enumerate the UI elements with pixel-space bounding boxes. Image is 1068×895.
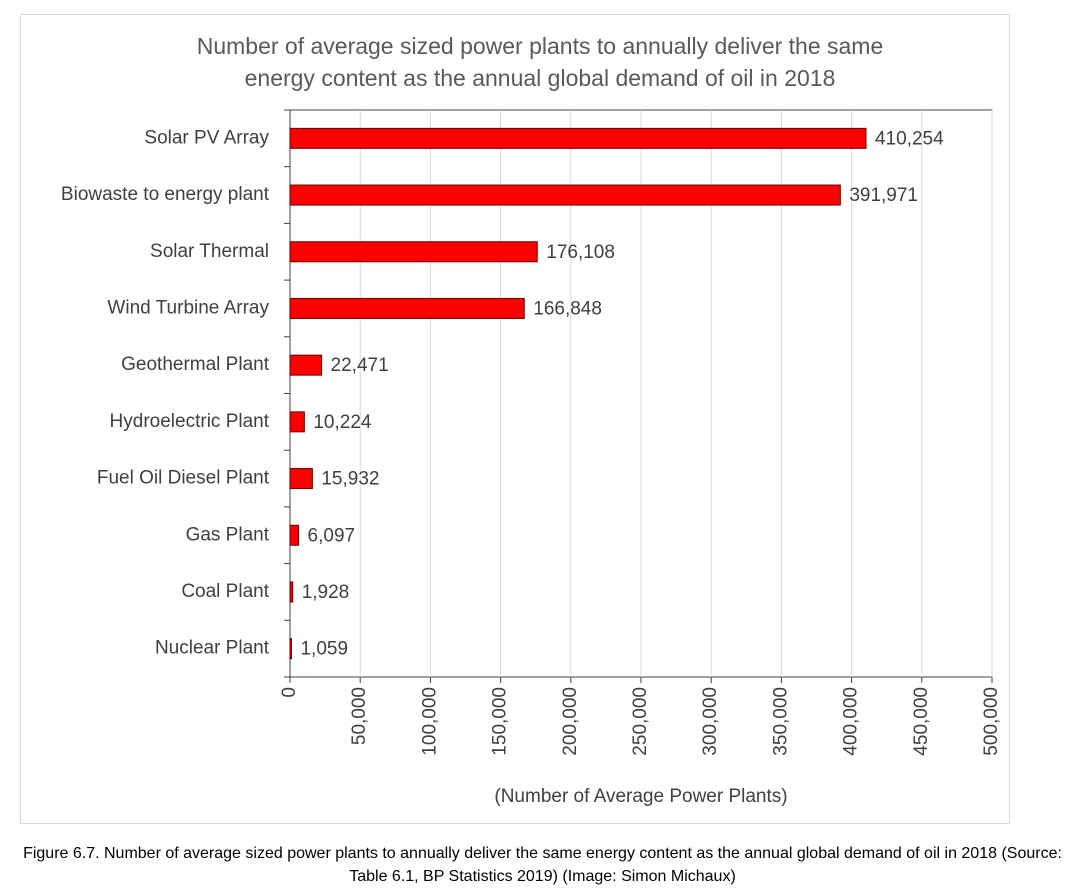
x-tick-label: 250,000 — [630, 687, 651, 756]
bar — [289, 638, 292, 660]
y-tick-label: Coal Plant — [181, 581, 269, 602]
value-label: 391,971 — [849, 185, 918, 206]
y-tick-label: Biowaste to energy plant — [61, 184, 270, 205]
bar — [289, 241, 538, 263]
x-tick-label: 300,000 — [700, 687, 721, 756]
x-tick-label: 350,000 — [770, 687, 791, 756]
value-label: 6,097 — [308, 525, 356, 546]
value-label: 22,471 — [331, 355, 389, 376]
bar — [289, 524, 300, 546]
y-tick-label: Wind Turbine Array — [107, 297, 269, 318]
chart-title: Number of average sized power plants to … — [196, 33, 884, 91]
bar — [289, 127, 867, 149]
x-tick-label: 500,000 — [981, 687, 1002, 756]
value-label: 1,928 — [302, 582, 350, 603]
x-tick-label: 100,000 — [419, 687, 440, 756]
value-label: 1,059 — [300, 639, 348, 660]
y-tick-label: Geothermal Plant — [121, 354, 270, 375]
value-label: 10,224 — [313, 412, 372, 433]
y-tick-label: Hydroelectric Plant — [110, 411, 270, 432]
x-axis-label: (Number of Average Power Plants) — [494, 786, 787, 807]
value-label: 166,848 — [533, 298, 602, 319]
figure-caption: Figure 6.7. Number of average sized powe… — [23, 845, 1062, 885]
x-tick-label: 400,000 — [841, 687, 862, 756]
chart-frame — [20, 14, 1010, 824]
x-tick-label: 0 — [279, 687, 300, 698]
x-tick-label: 150,000 — [490, 687, 511, 756]
value-label: 15,932 — [321, 469, 379, 490]
y-tick-label: Solar Thermal — [150, 241, 269, 262]
y-tick-label: Gas Plant — [186, 524, 270, 545]
y-tick-label: Solar PV Array — [144, 127, 269, 148]
value-label: 410,254 — [875, 128, 944, 149]
y-tick-label: Fuel Oil Diesel Plant — [97, 468, 270, 489]
x-tick-label: 200,000 — [560, 687, 581, 756]
bar — [289, 468, 313, 490]
bar — [289, 354, 323, 376]
bar — [289, 411, 305, 433]
value-label: 176,108 — [546, 242, 615, 263]
x-tick-label: 50,000 — [349, 687, 370, 745]
bar — [289, 184, 841, 206]
y-tick-label: Nuclear Plant — [155, 638, 270, 659]
bar — [289, 581, 294, 603]
bar — [289, 297, 525, 319]
x-tick-label: 450,000 — [911, 687, 932, 756]
